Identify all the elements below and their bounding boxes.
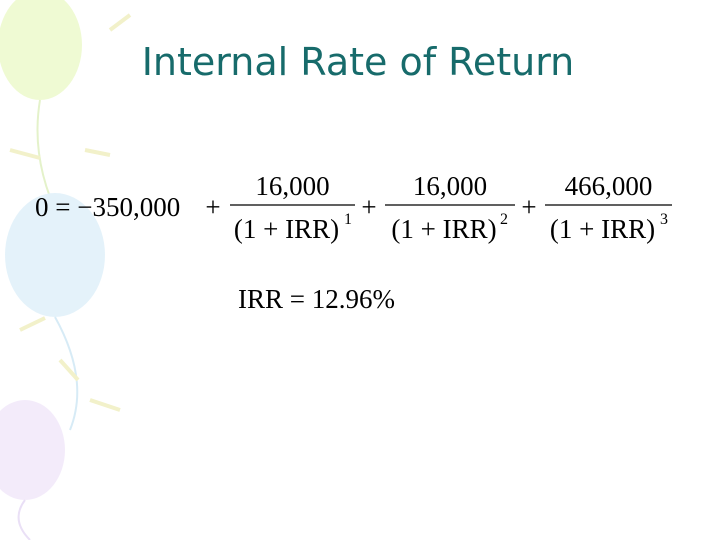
exponent: 2	[500, 211, 508, 228]
equation-terms: +16,000(1 + IRR) 1 +16,000(1 + IRR) 2 +466,0…	[205, 171, 672, 244]
exponent: 3	[660, 211, 668, 228]
numerator: 16,000	[413, 171, 487, 201]
balloon-decoration	[0, 0, 132, 540]
slide-title: Internal Rate of Return	[142, 40, 575, 84]
plus-sign: +	[205, 192, 220, 222]
result: IRR = 12.96%	[238, 284, 395, 314]
equation-lhs: 0 = −350,000	[35, 192, 180, 222]
denominator: (1 + IRR)	[391, 214, 496, 244]
plus-sign: +	[361, 192, 376, 222]
numerator: 466,000	[565, 171, 653, 201]
plus-sign: +	[521, 192, 536, 222]
numerator: 16,000	[255, 171, 329, 201]
exponent: 1	[344, 211, 352, 228]
denominator: (1 + IRR)	[234, 214, 339, 244]
denominator: (1 + IRR)	[550, 214, 655, 244]
